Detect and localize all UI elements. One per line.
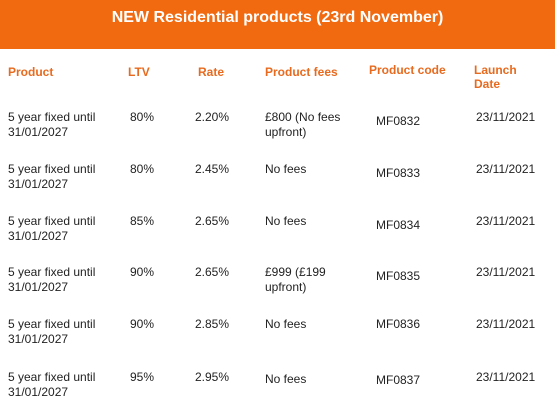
fees-line1: No fees (265, 162, 307, 176)
code-cell: MF0834 (376, 218, 421, 232)
table-row: 5 year fixed until 31/01/2027 80% 2.20% … (0, 110, 555, 162)
rate-cell: 2.20% (195, 110, 230, 124)
header-ltv: LTV (128, 65, 150, 79)
ltv-cell: 95% (130, 370, 155, 384)
table-row: 5 year fixed until 31/01/2027 90% 2.85% … (0, 317, 555, 369)
product-line1: 5 year fixed until (8, 110, 96, 124)
product-line1: 5 year fixed until (8, 370, 96, 384)
code-cell: MF0833 (376, 166, 421, 180)
product-cell: 5 year fixed until 31/01/2027 (8, 370, 95, 400)
fees-cell: £999 (£199 upfront) (265, 265, 326, 295)
fees-line2: upfront) (265, 125, 307, 139)
ltv-cell: 85% (130, 214, 155, 228)
fees-cell: No fees (265, 162, 306, 177)
product-line2: 31/01/2027 (8, 125, 69, 139)
table-row: 5 year fixed until 31/01/2027 85% 2.65% … (0, 214, 555, 266)
fees-cell: No fees (265, 214, 306, 229)
fees-line1: No fees (265, 372, 307, 386)
product-line2: 31/01/2027 (8, 280, 69, 294)
fees-line1: No fees (265, 214, 307, 228)
header-launch-date: Launch Date (474, 63, 517, 91)
table-row: 5 year fixed until 31/01/2027 80% 2.45% … (0, 162, 555, 214)
table-row: 5 year fixed until 31/01/2027 90% 2.65% … (0, 265, 555, 317)
code-cell: MF0836 (376, 317, 421, 331)
date-cell: 23/11/2021 (476, 265, 536, 279)
title-banner: NEW Residential products (23rd November) (0, 0, 555, 49)
fees-cell: £800 (No fees upfront) (265, 110, 340, 140)
date-cell: 23/11/2021 (476, 162, 536, 176)
table-row: 5 year fixed until 31/01/2027 95% 2.95% … (0, 368, 555, 420)
fees-line1: No fees (265, 317, 307, 331)
ltv-cell: 90% (130, 265, 155, 279)
header-product-fees: Product fees (265, 65, 338, 79)
product-cell: 5 year fixed until 31/01/2027 (8, 162, 95, 192)
page-title: NEW Residential products (23rd November) (111, 9, 444, 26)
header-rate: Rate (198, 65, 225, 79)
date-cell: 23/11/2021 (476, 110, 536, 124)
rate-cell: 2.65% (195, 265, 230, 279)
product-line2: 31/01/2027 (8, 332, 69, 346)
date-cell: 23/11/2021 (476, 370, 536, 384)
code-cell: MF0832 (376, 114, 421, 128)
date-cell: 23/11/2021 (476, 214, 536, 228)
product-line1: 5 year fixed until (8, 317, 96, 331)
rate-cell: 2.85% (195, 317, 230, 331)
product-line1: 5 year fixed until (8, 265, 96, 279)
product-line2: 31/01/2027 (8, 177, 69, 191)
product-line1: 5 year fixed until (8, 162, 96, 176)
product-cell: 5 year fixed until 31/01/2027 (8, 317, 95, 347)
fees-cell: No fees (265, 317, 306, 332)
date-cell: 23/11/2021 (476, 317, 536, 331)
product-cell: 5 year fixed until 31/01/2027 (8, 214, 95, 244)
rate-cell: 2.45% (195, 162, 230, 176)
product-line2: 31/01/2027 (8, 229, 69, 243)
header-product: Product (8, 65, 54, 79)
ltv-cell: 90% (130, 317, 155, 331)
product-cell: 5 year fixed until 31/01/2027 (8, 265, 95, 295)
ltv-cell: 80% (130, 162, 155, 176)
header-launch-line2: Date (474, 77, 501, 91)
product-line1: 5 year fixed until (8, 214, 96, 228)
rate-cell: 2.95% (195, 370, 230, 384)
fees-line2: upfront) (265, 280, 307, 294)
product-line2: 31/01/2027 (8, 385, 69, 399)
header-launch-line1: Launch (474, 63, 517, 77)
ltv-cell: 80% (130, 110, 155, 124)
header-product-code: Product code (369, 63, 446, 77)
rate-cell: 2.65% (195, 214, 230, 228)
fees-line1: £999 (£199 (265, 265, 326, 279)
product-cell: 5 year fixed until 31/01/2027 (8, 110, 95, 140)
fees-line1: £800 (No fees (265, 110, 341, 124)
code-cell: MF0835 (376, 269, 421, 283)
fees-cell: No fees (265, 372, 306, 387)
code-cell: MF0837 (376, 373, 421, 387)
